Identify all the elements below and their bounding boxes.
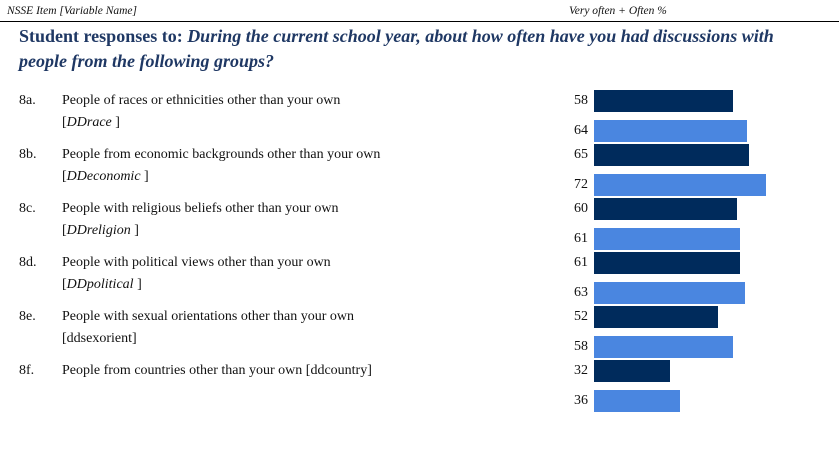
item-code: 8e. xyxy=(19,309,36,324)
var-bracket-close: ] xyxy=(130,223,139,238)
item-question: People with religious beliefs other than… xyxy=(62,201,339,216)
bar xyxy=(594,228,740,250)
data-label: 61 xyxy=(574,255,588,270)
item-text: People from countries other than your ow… xyxy=(62,360,542,382)
header-item-label: NSSE Item [Variable Name] xyxy=(7,5,138,17)
data-label: 32 xyxy=(574,363,588,378)
item-question: People of races or ethnicities other tha… xyxy=(62,93,341,108)
item-text: People of races or ethnicities other tha… xyxy=(62,90,542,134)
item-text: People with religious beliefs other than… xyxy=(62,198,542,242)
var-bracket-open: [ xyxy=(62,277,67,292)
var-bracket-open: [ xyxy=(62,169,67,184)
bar xyxy=(594,120,747,142)
data-label: 58 xyxy=(574,93,588,108)
bar xyxy=(594,198,737,220)
item-question: People from economic backgrounds other t… xyxy=(62,147,381,162)
item-variable: [ddsexorient] xyxy=(62,331,137,346)
bar xyxy=(594,336,733,358)
item-variable: DDpolitical xyxy=(66,277,134,292)
var-bracket-close: ] xyxy=(111,115,120,130)
header-value-label: Very often + Often % xyxy=(569,5,667,17)
title-question: During the current school year, about ho… xyxy=(19,26,774,71)
item-text: People with political views other than y… xyxy=(62,252,542,296)
var-bracket-open: [ xyxy=(62,223,67,238)
bar xyxy=(594,306,718,328)
bar xyxy=(594,90,733,112)
data-label: 60 xyxy=(574,201,588,216)
bar xyxy=(594,252,740,274)
item-code: 8d. xyxy=(19,255,37,270)
data-label: 52 xyxy=(574,309,588,324)
item-variable: DDreligion xyxy=(66,223,131,238)
bar xyxy=(594,390,680,412)
data-label: 58 xyxy=(574,339,588,354)
item-variable: DDrace xyxy=(66,115,112,130)
bar xyxy=(594,174,766,196)
item-variable: DDeconomic xyxy=(66,169,141,184)
item-text: People from economic backgrounds other t… xyxy=(62,144,542,188)
item-question: People with sexual orientations other th… xyxy=(62,309,354,324)
chart-title: Student responses to: During the current… xyxy=(19,24,819,74)
data-label: 36 xyxy=(574,393,588,408)
var-bracket-close: ] xyxy=(133,277,142,292)
var-bracket-open: [ xyxy=(62,115,67,130)
data-label: 64 xyxy=(574,123,588,138)
item-question: People from countries other than your ow… xyxy=(62,363,372,378)
var-bracket-close: ] xyxy=(140,169,149,184)
data-label: 63 xyxy=(574,285,588,300)
item-question: People with political views other than y… xyxy=(62,255,331,270)
header-divider xyxy=(0,21,839,22)
title-lead: Student responses to: xyxy=(19,26,188,46)
bar xyxy=(594,360,670,382)
data-label: 61 xyxy=(574,231,588,246)
data-label: 72 xyxy=(574,177,588,192)
item-text: People with sexual orientations other th… xyxy=(62,306,542,350)
data-label: 65 xyxy=(574,147,588,162)
item-code: 8f. xyxy=(19,363,35,378)
item-code: 8a. xyxy=(19,93,36,108)
item-code: 8c. xyxy=(19,201,36,216)
bar xyxy=(594,144,749,166)
bar xyxy=(594,282,745,304)
item-code: 8b. xyxy=(19,147,37,162)
